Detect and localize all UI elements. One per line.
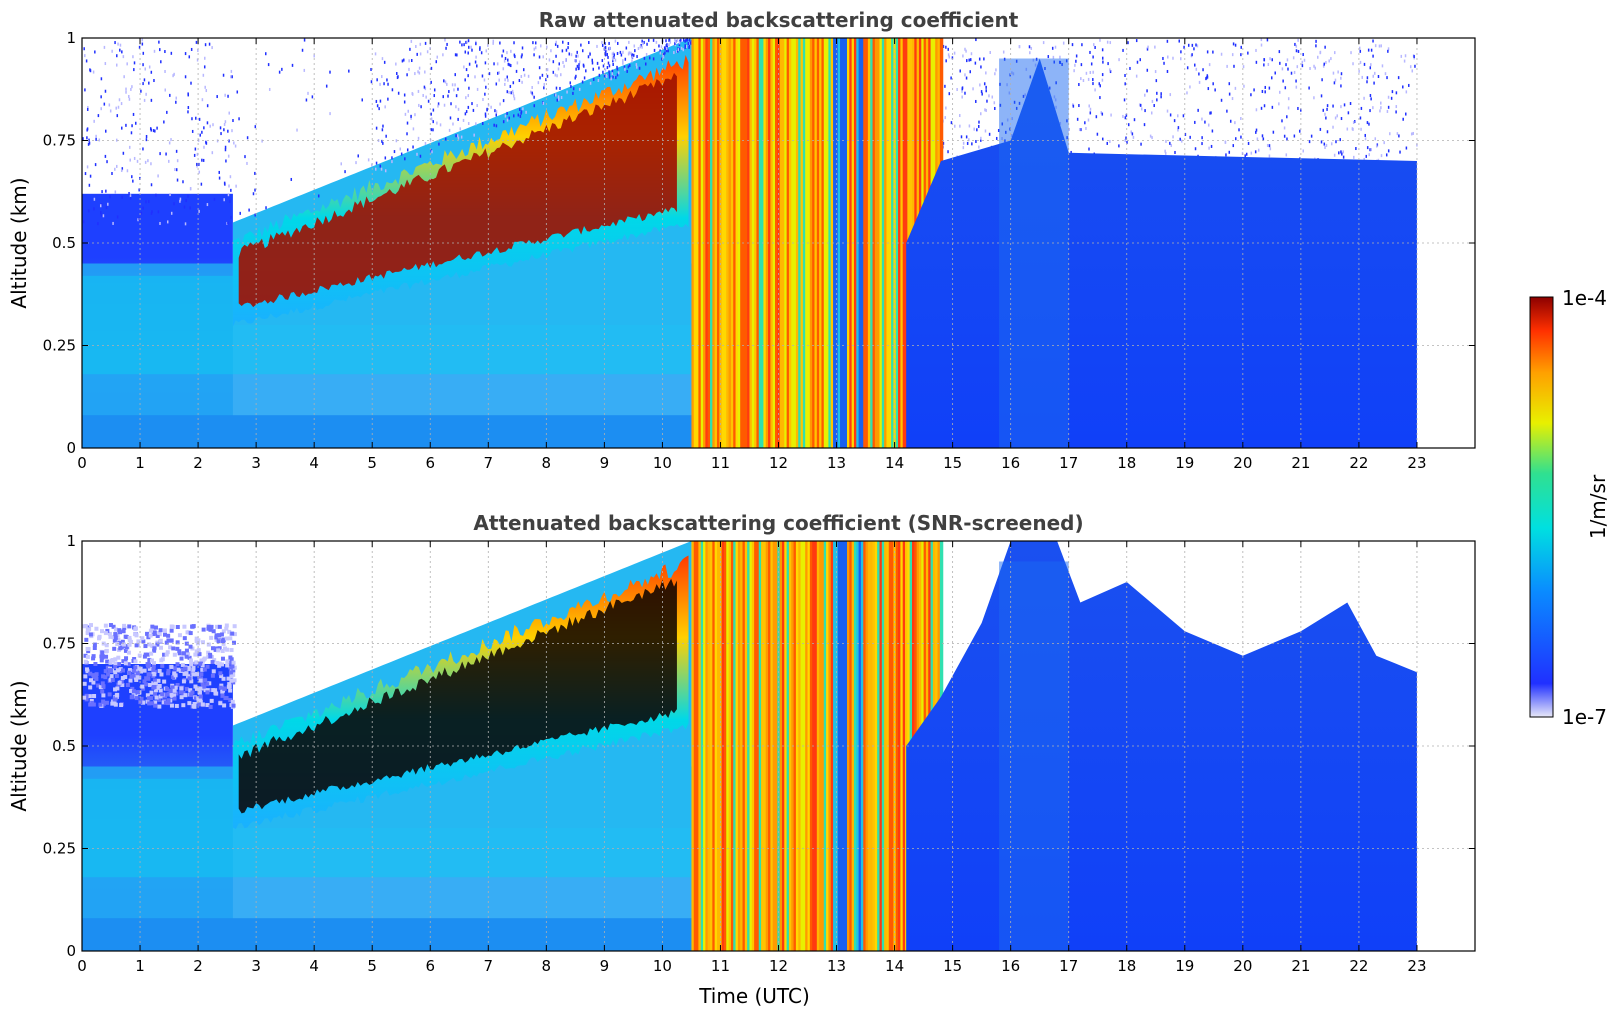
x-tick-label: 19 <box>1175 957 1194 975</box>
y-tick-label: 1 <box>66 29 76 47</box>
heatmap-fringe <box>82 623 237 709</box>
panel-title: Raw attenuated backscattering coefficien… <box>539 8 1019 32</box>
x-tick-label: 11 <box>711 454 730 472</box>
x-tick-label: 11 <box>711 957 730 975</box>
x-axis: 0 1 2 3 4 5 6 7 8 9 10 11 12 13 14 15 16 17 18 19 20 21 22 23 <box>77 541 1427 975</box>
x-axis-label: Time (UTC) <box>698 984 810 1008</box>
y-axis-label: Altitude (km) <box>7 177 31 308</box>
y-tick-label: 0 <box>66 942 76 960</box>
y-tick-label: 0.25 <box>43 840 76 858</box>
colorbar-gradient <box>1529 296 1554 718</box>
heatmap-region-afternoon-column <box>999 58 1069 448</box>
x-tick-label: 3 <box>251 454 261 472</box>
x-tick-label: 15 <box>943 957 962 975</box>
x-tick-label: 6 <box>425 454 435 472</box>
x-tick-label: 19 <box>1175 454 1194 472</box>
y-tick-label: 1 <box>66 532 76 550</box>
colorbar-max-label: 1e-4 <box>1562 286 1607 310</box>
x-tick-label: 5 <box>367 454 377 472</box>
colorbar: 1e-4 1e-7 1/m/sr <box>1529 286 1610 729</box>
x-tick-label: 20 <box>1233 957 1252 975</box>
heatmap-region-surface <box>82 415 698 448</box>
y-tick-label: 0 <box>66 439 76 457</box>
heatmap-noise <box>82 38 1418 226</box>
x-tick-label: 18 <box>1117 454 1136 472</box>
x-tick-label: 17 <box>1059 957 1078 975</box>
x-tick-label: 8 <box>542 454 552 472</box>
x-tick-label: 6 <box>425 957 435 975</box>
panel-raw-backscatter: Raw attenuated backscattering coefficien… <box>7 8 1476 472</box>
x-tick-label: 7 <box>484 957 494 975</box>
y-tick-label: 0.5 <box>52 234 76 252</box>
x-tick-label: 4 <box>309 454 319 472</box>
panel-snr-screened-backscatter: Attenuated backscattering coefficient (S… <box>7 511 1476 1008</box>
heatmap-region-aerosol-core <box>238 578 677 814</box>
y-axis-label: Altitude (km) <box>7 680 31 811</box>
x-tick-label: 21 <box>1291 454 1310 472</box>
x-tick-label: 1 <box>135 957 145 975</box>
heatmap-field <box>82 541 1417 951</box>
colorbar-unit-label: 1/m/sr <box>1586 474 1610 539</box>
x-tick-label: 7 <box>484 454 494 472</box>
colorbar-min-label: 1e-7 <box>1562 705 1607 729</box>
x-tick-label: 23 <box>1407 957 1426 975</box>
x-tick-label: 0 <box>77 454 87 472</box>
x-tick-label: 8 <box>542 957 552 975</box>
x-tick-label: 12 <box>769 957 788 975</box>
y-tick-label: 0.75 <box>43 635 76 653</box>
x-tick-label: 14 <box>885 454 904 472</box>
x-tick-label: 9 <box>600 454 610 472</box>
y-axis: 0 0.25 0.5 0.75 1 <box>43 29 1475 457</box>
x-tick-label: 23 <box>1407 454 1426 472</box>
x-tick-label: 21 <box>1291 957 1310 975</box>
y-tick-label: 0.25 <box>43 337 76 355</box>
x-tick-label: 5 <box>367 957 377 975</box>
x-tick-label: 15 <box>943 454 962 472</box>
y-axis: 0 0.25 0.5 0.75 1 <box>43 532 1475 960</box>
y-tick-label: 0.75 <box>43 132 76 150</box>
x-tick-label: 9 <box>600 957 610 975</box>
x-tick-label: 22 <box>1349 454 1368 472</box>
panel-title: Attenuated backscattering coefficient (S… <box>473 511 1083 535</box>
x-tick-label: 0 <box>77 957 87 975</box>
x-tick-label: 3 <box>251 957 261 975</box>
x-tick-label: 2 <box>193 454 203 472</box>
x-tick-label: 22 <box>1349 957 1368 975</box>
x-tick-label: 20 <box>1233 454 1252 472</box>
x-tick-label: 18 <box>1117 957 1136 975</box>
heatmap-region-aerosol-core <box>238 72 677 308</box>
x-tick-label: 14 <box>885 957 904 975</box>
x-tick-label: 16 <box>1001 454 1020 472</box>
x-tick-label: 10 <box>653 957 672 975</box>
x-tick-label: 10 <box>653 454 672 472</box>
x-tick-label: 13 <box>827 957 846 975</box>
x-tick-label: 16 <box>1001 957 1020 975</box>
x-tick-label: 1 <box>135 454 145 472</box>
x-axis: 0 1 2 3 4 5 6 7 8 9 10 11 12 13 14 15 16 17 18 19 20 21 22 23 <box>77 38 1427 472</box>
heatmap-region-afternoon <box>906 58 1417 448</box>
x-tick-label: 17 <box>1059 454 1078 472</box>
heatmap-region-afternoon-column <box>999 561 1069 951</box>
heatmap-region-surface <box>82 918 698 951</box>
x-tick-label: 4 <box>309 957 319 975</box>
x-tick-label: 2 <box>193 957 203 975</box>
x-tick-label: 12 <box>769 454 788 472</box>
y-tick-label: 0.5 <box>52 737 76 755</box>
x-tick-label: 13 <box>827 454 846 472</box>
